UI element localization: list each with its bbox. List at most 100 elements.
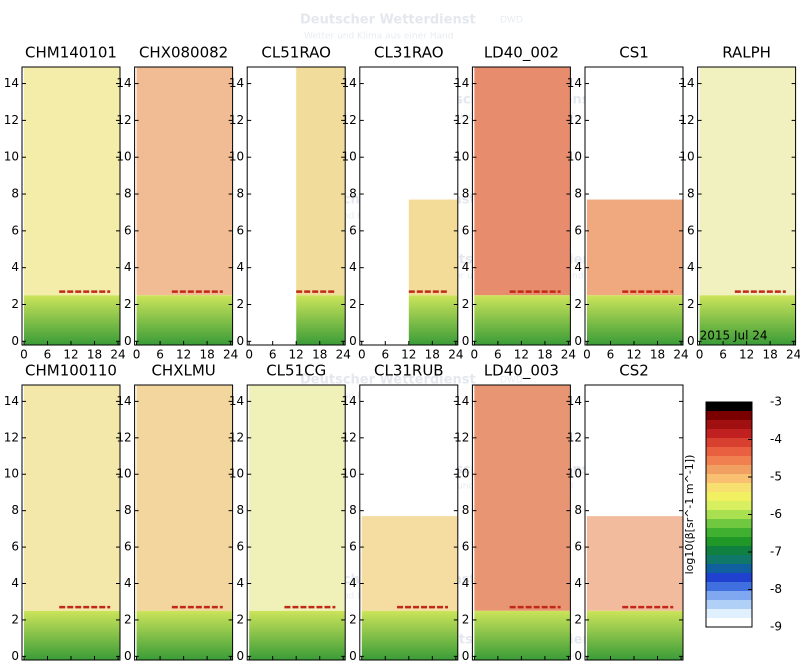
y-tick-label: 8 xyxy=(237,503,245,517)
upper-backscatter xyxy=(296,67,346,296)
y-tick-label: 12 xyxy=(229,113,244,127)
upper-backscatter xyxy=(136,385,233,611)
y-tick-label: 2 xyxy=(237,612,245,626)
panel-title: CHXLMU xyxy=(151,362,215,380)
y-tick-label: 10 xyxy=(454,150,469,164)
surface-layer xyxy=(23,610,120,660)
y-tick-label: 10 xyxy=(229,467,244,481)
x-tick-label: 18 xyxy=(537,348,552,362)
y-tick-label: 0 xyxy=(237,649,245,663)
y-tick-label: 0 xyxy=(574,649,582,663)
y-tick-label: 0 xyxy=(462,334,470,348)
y-tick-label: 14 xyxy=(342,76,357,90)
colorbar-tick-label: -6 xyxy=(770,507,782,521)
y-tick-label: 8 xyxy=(462,503,470,517)
x-tick-label: 6 xyxy=(719,348,727,362)
y-tick-label: 0 xyxy=(124,334,132,348)
y-tick-label: 14 xyxy=(454,76,469,90)
y-tick-label: 4 xyxy=(124,576,132,590)
y-tick-label: 12 xyxy=(567,430,582,444)
panel-title: CHM140101 xyxy=(25,44,117,62)
upper-backscatter xyxy=(586,516,683,611)
y-tick-label: 12 xyxy=(454,430,469,444)
colorbar-swatch xyxy=(706,564,752,574)
y-tick-label: 14 xyxy=(679,76,694,90)
y-tick-label: 2 xyxy=(574,297,582,311)
x-tick-label: 24 xyxy=(561,348,576,362)
y-tick-label: 2 xyxy=(687,297,695,311)
watermark-logo: DWD xyxy=(500,16,523,26)
x-tick-label: 6 xyxy=(269,348,277,362)
y-tick-label: 8 xyxy=(124,187,132,201)
y-tick-label: 12 xyxy=(342,430,357,444)
y-tick-label: 12 xyxy=(454,113,469,127)
y-tick-label: 4 xyxy=(124,260,132,274)
y-tick-label: 2 xyxy=(462,297,470,311)
y-tick-label: 2 xyxy=(349,297,357,311)
y-tick-label: 8 xyxy=(11,187,19,201)
y-tick-label: 4 xyxy=(237,260,245,274)
x-tick-label: 0 xyxy=(245,348,253,362)
y-tick-label: 12 xyxy=(679,113,694,127)
colorbar-tick-label: -4 xyxy=(770,432,782,446)
watermark-name: Deutscher Wetterdienst xyxy=(300,13,476,28)
x-tick-label: 24 xyxy=(673,348,688,362)
colorbar-label: log10(β[sr^-1 m^-1]) xyxy=(683,455,696,575)
watermark-slogan: Wetter und Klima aus einer Hand xyxy=(304,32,453,42)
colorbar-swatch xyxy=(706,501,752,511)
y-tick-label: 10 xyxy=(4,150,19,164)
colorbar-tick-label: -9 xyxy=(770,620,782,634)
y-tick-label: 10 xyxy=(229,150,244,164)
x-tick-label: 12 xyxy=(176,348,191,362)
surface-layer xyxy=(474,295,571,345)
y-tick-label: 12 xyxy=(567,113,582,127)
y-tick-label: 6 xyxy=(687,223,695,237)
y-tick-label: 8 xyxy=(237,187,245,201)
y-tick-label: 8 xyxy=(124,503,132,517)
colorbar-swatch xyxy=(706,555,752,565)
x-tick-label: 0 xyxy=(583,348,591,362)
y-tick-label: 4 xyxy=(349,260,357,274)
colorbar-swatch xyxy=(706,510,752,520)
upper-backscatter xyxy=(408,199,458,296)
y-tick-label: 10 xyxy=(342,150,357,164)
upper-backscatter xyxy=(23,385,120,611)
date-annotation: 2015 Jul 24 xyxy=(700,329,768,343)
colorbar-swatch xyxy=(706,600,752,610)
y-tick-label: 2 xyxy=(237,297,245,311)
upper-backscatter xyxy=(586,199,683,296)
colorbar-swatch xyxy=(706,519,752,529)
surface-layer xyxy=(136,610,233,660)
x-tick-label: 24 xyxy=(786,348,800,362)
y-tick-label: 2 xyxy=(11,297,19,311)
upper-backscatter xyxy=(474,67,571,296)
panel-title: CL51CG xyxy=(266,362,326,380)
x-tick-label: 0 xyxy=(20,348,28,362)
y-tick-label: 6 xyxy=(237,223,245,237)
x-tick-label: 18 xyxy=(425,348,440,362)
y-tick-label: 10 xyxy=(679,150,694,164)
colorbar-swatch xyxy=(706,537,752,547)
colorbar-swatch xyxy=(706,456,752,466)
y-tick-label: 14 xyxy=(4,76,19,90)
colorbar-swatch xyxy=(706,483,752,493)
y-tick-label: 10 xyxy=(342,467,357,481)
surface-layer xyxy=(296,295,346,345)
x-tick-label: 0 xyxy=(696,348,704,362)
x-tick-label: 18 xyxy=(650,348,665,362)
y-tick-label: 6 xyxy=(237,540,245,554)
y-tick-label: 6 xyxy=(11,223,19,237)
upper-backscatter xyxy=(699,67,796,296)
y-tick-label: 0 xyxy=(237,334,245,348)
y-tick-label: 8 xyxy=(349,187,357,201)
colorbar-swatch xyxy=(706,429,752,439)
panel-title: CS2 xyxy=(619,362,649,380)
x-tick-label: 0 xyxy=(133,348,141,362)
colorbar-swatch xyxy=(706,546,752,556)
y-tick-label: 6 xyxy=(349,540,357,554)
colorbar-swatch xyxy=(706,447,752,457)
y-tick-label: 0 xyxy=(11,334,19,348)
y-tick-label: 2 xyxy=(124,612,132,626)
panel-title: CHM100110 xyxy=(25,362,117,380)
